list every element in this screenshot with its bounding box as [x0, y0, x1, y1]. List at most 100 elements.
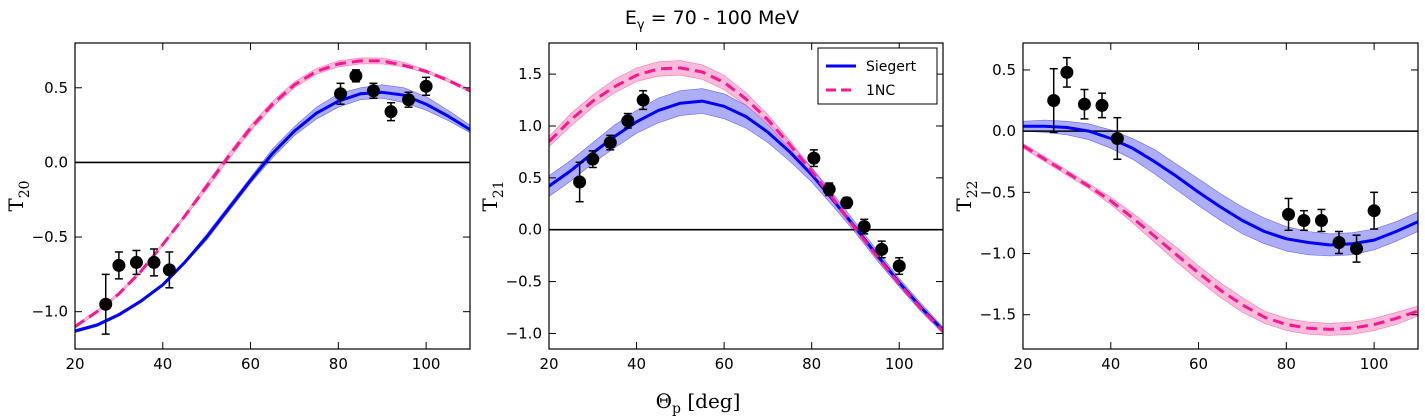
data-marker [349, 69, 363, 83]
y-tick-label: 1.5 [518, 65, 542, 83]
data-marker [636, 93, 650, 107]
data-marker [840, 196, 854, 210]
onenc-curve [75, 59, 470, 328]
data-marker [807, 151, 821, 165]
data-point [129, 249, 143, 276]
x-tick-label: 40 [1101, 355, 1120, 373]
y-axis-label: T22 [952, 180, 981, 211]
onenc-band [549, 60, 943, 333]
plot-frame [1022, 42, 1419, 350]
data-point [349, 69, 363, 83]
y-tick-label: −1.0 [32, 303, 68, 321]
data-marker [1297, 213, 1311, 227]
x-tick-label: 20 [539, 355, 558, 373]
onenc-curve [549, 66, 943, 333]
data-marker [1350, 242, 1364, 256]
y-tick-label: −0.5 [32, 228, 68, 246]
x-tick-label: 20 [1013, 355, 1032, 373]
data-point [840, 196, 854, 210]
plot-area [75, 57, 470, 335]
data-marker [99, 297, 113, 311]
onenc-band [1023, 143, 1418, 336]
y-axis-label: T20 [4, 180, 33, 211]
chart-panel-3: 20 40 60 80 100 −1.5 −1.0 −0.5 0.0 0.5 T22 [952, 42, 1419, 373]
y-tick-label: 0.5 [518, 169, 542, 187]
data-marker [1314, 213, 1328, 227]
siegert-band [1023, 119, 1418, 257]
plot-area [1023, 56, 1418, 336]
y-tick-label: 0.0 [44, 153, 68, 171]
data-point [1367, 191, 1381, 230]
data-point [857, 218, 871, 235]
legend-label: 1NC [866, 83, 895, 99]
legend-box [817, 47, 938, 105]
data-point [402, 91, 416, 108]
data-marker [1332, 236, 1346, 250]
siegert-band [75, 84, 470, 333]
data-marker [822, 182, 836, 196]
data-marker [1282, 207, 1296, 221]
x-tick-label: 100 [885, 355, 914, 373]
data-marker [366, 84, 380, 98]
y-tick-label: −1.0 [506, 324, 542, 342]
data-point [1297, 209, 1311, 232]
data-point [603, 134, 617, 151]
data-point [892, 256, 906, 276]
y-tick-label: 1.0 [518, 117, 542, 135]
x-tick-label: 40 [627, 355, 646, 373]
data-marker [1047, 94, 1061, 108]
legend-label: Siegert [866, 59, 917, 75]
y-tick-label: 0.5 [44, 79, 68, 97]
data-marker [875, 242, 889, 256]
y-tick-label: −1.0 [980, 245, 1016, 263]
siegert-curve [75, 90, 470, 333]
data-marker [1095, 98, 1109, 112]
data-point [875, 240, 889, 259]
data-point [1047, 67, 1061, 134]
x-tick-label: 100 [412, 355, 441, 373]
x-tick-label: 80 [329, 355, 348, 373]
data-point [384, 101, 398, 122]
onenc-curve [1023, 144, 1418, 331]
data-point [99, 273, 113, 335]
plot-area [549, 60, 943, 334]
data-point [1110, 116, 1124, 161]
data-marker [147, 255, 161, 269]
plot-frame [74, 42, 471, 350]
y-axis-label: T21 [478, 180, 507, 211]
chart-panel-1: 20 40 60 80 100 −1.0 −0.5 0.0 0.5 T20 [4, 42, 471, 373]
data-marker [162, 263, 176, 277]
data-point [822, 182, 836, 197]
data-marker [1110, 131, 1124, 145]
y-tick-label: 0.0 [992, 122, 1016, 140]
data-point [1350, 234, 1364, 263]
data-point [636, 89, 650, 111]
shared-x-axis-label: Θp [deg] [656, 389, 741, 417]
data-marker [334, 87, 348, 101]
data-point [1060, 56, 1074, 88]
data-point [573, 161, 587, 203]
onenc-band [75, 57, 470, 329]
data-marker [129, 255, 143, 269]
y-tick-label: 0.0 [518, 221, 542, 239]
y-tick-label: −0.5 [980, 183, 1016, 201]
data-point [807, 149, 821, 168]
x-tick-label: 40 [153, 355, 172, 373]
data-point [147, 248, 161, 277]
data-marker [1367, 204, 1381, 218]
data-point [419, 76, 433, 96]
data-point [1282, 197, 1296, 232]
x-tick-label: 60 [241, 355, 260, 373]
data-point [1332, 230, 1346, 255]
x-tick-label: 100 [1360, 355, 1389, 373]
y-tick-label: 0.5 [992, 61, 1016, 79]
siegert-band [549, 88, 943, 334]
y-tick-label: −1.5 [980, 306, 1016, 324]
data-point [1077, 88, 1091, 120]
x-tick-label: 80 [802, 355, 821, 373]
figure-title: Eγ = 70 - 100 MeV [625, 7, 799, 33]
data-marker [603, 136, 617, 150]
data-marker [402, 93, 416, 107]
x-tick-label: 80 [1277, 355, 1296, 373]
x-tick-label: 60 [715, 355, 734, 373]
